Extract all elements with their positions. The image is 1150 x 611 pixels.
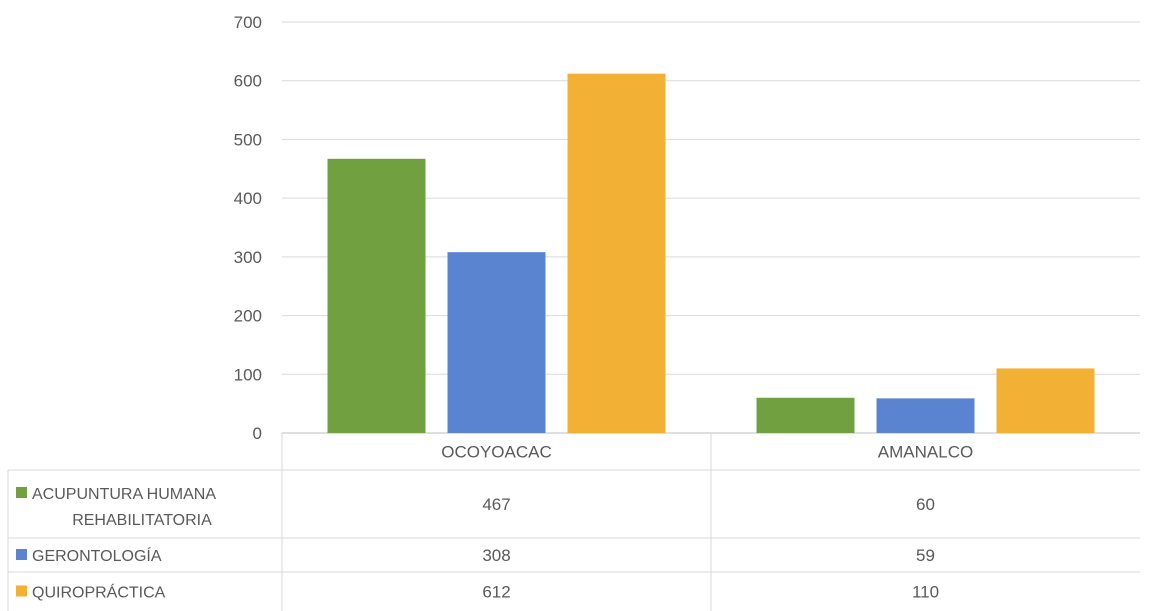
legend-label: REHABILITATORIA: [72, 512, 212, 529]
bar: [876, 398, 975, 433]
bar: [327, 158, 426, 433]
bar: [756, 397, 855, 433]
bars: [327, 73, 1095, 433]
y-tick-label: 300: [234, 248, 262, 267]
y-tick-label: 0: [253, 424, 262, 443]
legend-label: QUIROPRÁCTICA: [32, 583, 166, 602]
data-value: 467: [482, 495, 510, 514]
legend-key: [16, 487, 27, 498]
legend-label: ACUPUNTURA HUMANA: [32, 486, 216, 503]
y-tick-label: 500: [234, 130, 262, 149]
y-tick-label: 700: [234, 13, 262, 32]
y-tick-label: 400: [234, 189, 262, 208]
data-table: OCOYOACAC AMANALCO ACUPUNTURA HUMANA REHABI…: [7, 433, 1140, 611]
legend-key: [16, 549, 27, 560]
data-value: 110: [912, 583, 939, 602]
bar: [567, 73, 666, 433]
legend-label: GERONTOLOGÍA: [32, 546, 162, 565]
y-tick-label: 100: [234, 365, 262, 384]
data-value: 59: [916, 546, 935, 565]
data-value: 308: [482, 546, 510, 565]
legend-key: [16, 585, 27, 597]
y-tick-label: 200: [234, 307, 262, 326]
bar: [447, 252, 546, 433]
y-axis: 0 100 200 300 400 500 600 700: [234, 13, 262, 443]
bar: [996, 368, 1095, 433]
category-label: AMANALCO: [878, 443, 973, 462]
data-value: 60: [916, 495, 935, 514]
category-label: OCOYOACAC: [441, 443, 552, 462]
data-value: 612: [482, 583, 510, 602]
y-tick-label: 600: [234, 72, 262, 91]
